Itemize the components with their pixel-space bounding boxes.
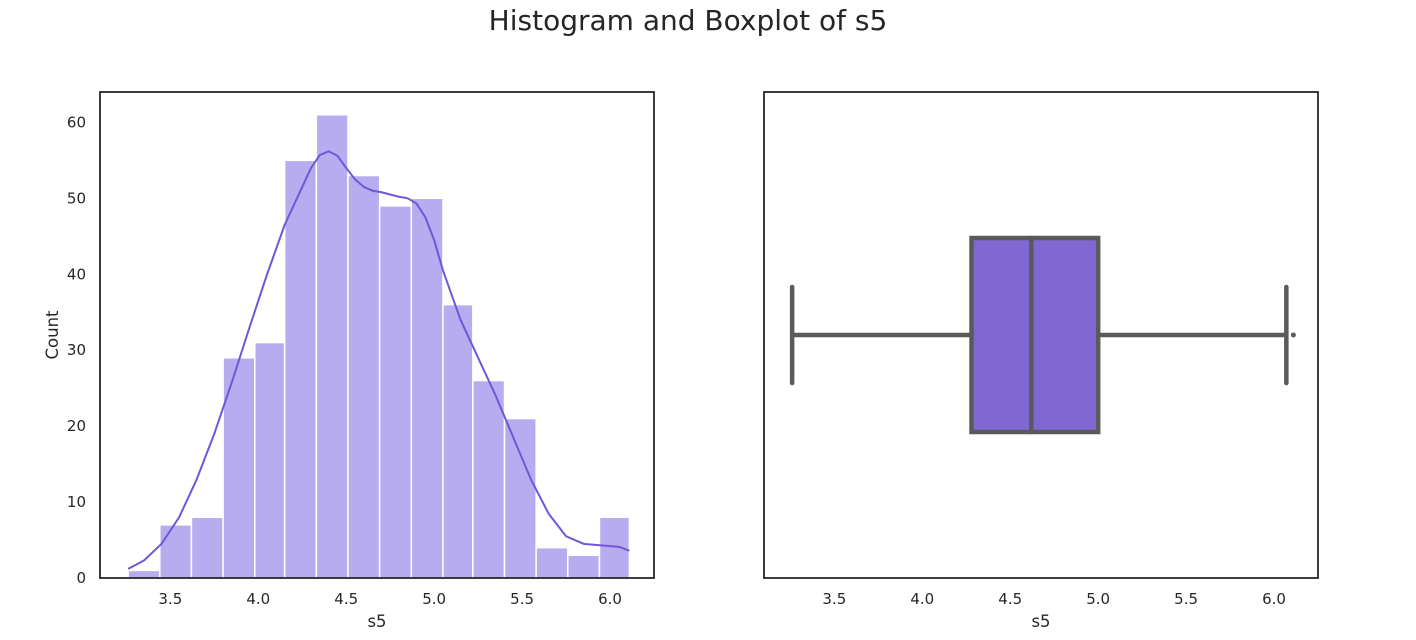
histogram-panel: 3.5 4.0 4.5 5.0 5.5 6.0 0 10 20 30 40 50 60 s5 Coun… bbox=[43, 91, 655, 631]
y-tick-label: 0 bbox=[76, 569, 86, 587]
histogram-bar bbox=[442, 303, 474, 579]
y-tick-label: 60 bbox=[67, 113, 86, 131]
y-tick-label: 40 bbox=[67, 265, 86, 283]
histogram-bar bbox=[503, 417, 537, 579]
x-tick-label: 5.0 bbox=[422, 590, 446, 608]
y-tick-label: 10 bbox=[67, 493, 86, 511]
boxplot-marks bbox=[789, 235, 1296, 435]
histogram-axes-frame bbox=[99, 91, 655, 579]
x-tick-label: 3.5 bbox=[158, 590, 182, 608]
x-tick-label: 4.5 bbox=[334, 590, 358, 608]
histogram-bar bbox=[222, 357, 256, 579]
histogram-bar bbox=[159, 524, 193, 579]
boxplot-axes-frame bbox=[763, 91, 1319, 579]
histogram-x-label: s5 bbox=[367, 612, 386, 631]
histogram-bar bbox=[347, 174, 381, 579]
figure-title: Histogram and Boxplot of s5 bbox=[489, 4, 888, 37]
histogram-bar bbox=[598, 516, 631, 579]
histogram-bar bbox=[283, 159, 318, 579]
x-tick-label: 6.0 bbox=[598, 590, 622, 608]
kde-curve bbox=[127, 150, 630, 570]
histogram-bar bbox=[254, 341, 286, 579]
histogram-bar bbox=[315, 114, 349, 579]
x-tick-label: 5.0 bbox=[1086, 590, 1110, 608]
x-tick-label: 6.0 bbox=[1262, 590, 1286, 608]
x-tick-label: 5.5 bbox=[1174, 590, 1198, 608]
x-tick-label: 4.0 bbox=[246, 590, 270, 608]
histogram-y-ticks: 0 10 20 30 40 50 60 bbox=[67, 113, 86, 587]
histogram-bar bbox=[190, 516, 224, 579]
histogram-y-label: Count bbox=[43, 310, 62, 360]
histogram-bar bbox=[378, 205, 413, 579]
histogram-bars bbox=[127, 114, 631, 579]
x-tick-label: 3.5 bbox=[822, 590, 846, 608]
box-iqr bbox=[969, 235, 1101, 435]
histogram-x-ticks: 3.5 4.0 4.5 5.0 5.5 6.0 bbox=[158, 590, 622, 608]
boxplot-x-ticks: 3.5 4.0 4.5 5.0 5.5 6.0 bbox=[822, 590, 1286, 608]
outlier-point bbox=[1290, 332, 1296, 338]
y-tick-label: 50 bbox=[67, 189, 86, 207]
y-tick-label: 30 bbox=[67, 341, 86, 359]
x-tick-label: 5.5 bbox=[510, 590, 534, 608]
histogram-bar bbox=[127, 569, 161, 579]
x-tick-label: 4.0 bbox=[910, 590, 934, 608]
histogram-bar bbox=[535, 546, 569, 579]
boxplot-panel: 3.5 4.0 4.5 5.0 5.5 6.0 s5 bbox=[763, 91, 1319, 631]
histogram-bar bbox=[567, 554, 601, 579]
histogram-bar bbox=[410, 197, 444, 579]
histogram-bar bbox=[472, 379, 506, 579]
x-tick-label: 4.5 bbox=[998, 590, 1022, 608]
boxplot-x-label: s5 bbox=[1031, 612, 1050, 631]
y-tick-label: 20 bbox=[67, 417, 86, 435]
